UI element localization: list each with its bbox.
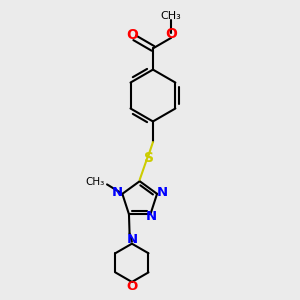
Text: O: O	[126, 280, 137, 292]
Text: N: N	[126, 233, 137, 246]
Text: O: O	[165, 27, 177, 41]
Text: CH₃: CH₃	[85, 177, 105, 187]
Text: O: O	[126, 28, 138, 43]
Text: N: N	[112, 186, 123, 199]
Text: CH₃: CH₃	[161, 11, 182, 21]
Text: N: N	[157, 186, 168, 199]
Text: N: N	[146, 210, 157, 223]
Text: S: S	[143, 151, 154, 165]
